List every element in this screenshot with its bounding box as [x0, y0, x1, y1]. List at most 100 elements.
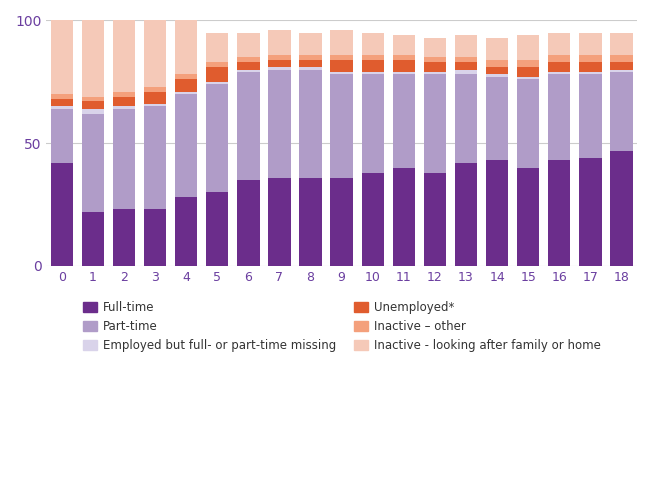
Bar — [517, 77, 539, 79]
Legend: Full-time, Part-time, Employed but full- or part-time missing, Unemployed*, Inac: Full-time, Part-time, Employed but full-… — [78, 296, 605, 357]
Bar — [237, 70, 259, 72]
Bar — [455, 35, 477, 57]
Bar — [237, 62, 259, 70]
Bar — [579, 74, 602, 158]
Bar — [610, 151, 633, 266]
Bar — [331, 74, 353, 178]
Bar — [144, 104, 166, 107]
Bar — [206, 62, 228, 67]
Bar — [144, 87, 166, 92]
Bar — [175, 21, 197, 74]
Bar — [424, 57, 446, 62]
Bar — [268, 67, 290, 70]
Bar — [362, 60, 384, 72]
Bar — [206, 67, 228, 82]
Bar — [331, 72, 353, 74]
Bar — [517, 35, 539, 60]
Bar — [300, 60, 321, 67]
Bar — [455, 70, 477, 74]
Bar — [268, 30, 290, 55]
Bar — [175, 74, 197, 79]
Bar — [455, 163, 477, 266]
Bar — [486, 67, 508, 74]
Bar — [175, 197, 197, 266]
Bar — [362, 33, 384, 55]
Bar — [113, 209, 135, 266]
Bar — [144, 21, 166, 87]
Bar — [113, 21, 135, 92]
Bar — [579, 158, 602, 266]
Bar — [517, 67, 539, 77]
Bar — [517, 60, 539, 67]
Bar — [455, 57, 477, 62]
Bar — [424, 37, 446, 57]
Bar — [579, 55, 602, 62]
Bar — [393, 168, 415, 266]
Bar — [393, 74, 415, 168]
Bar — [517, 79, 539, 168]
Bar — [300, 33, 321, 55]
Bar — [579, 62, 602, 72]
Bar — [424, 173, 446, 266]
Bar — [486, 60, 508, 67]
Bar — [82, 212, 104, 266]
Bar — [300, 178, 321, 266]
Bar — [206, 33, 228, 62]
Bar — [82, 21, 104, 96]
Bar — [51, 21, 73, 94]
Bar — [331, 30, 353, 55]
Bar — [486, 160, 508, 266]
Bar — [144, 107, 166, 209]
Bar — [362, 72, 384, 74]
Bar — [610, 70, 633, 72]
Bar — [331, 60, 353, 72]
Bar — [455, 62, 477, 70]
Bar — [82, 96, 104, 101]
Bar — [486, 37, 508, 60]
Bar — [393, 55, 415, 60]
Bar — [486, 74, 508, 77]
Bar — [393, 72, 415, 74]
Bar — [51, 94, 73, 99]
Bar — [51, 107, 73, 109]
Bar — [610, 62, 633, 70]
Bar — [548, 74, 570, 160]
Bar — [237, 57, 259, 62]
Bar — [610, 72, 633, 151]
Bar — [424, 62, 446, 72]
Bar — [144, 209, 166, 266]
Bar — [268, 178, 290, 266]
Bar — [206, 84, 228, 192]
Bar — [113, 92, 135, 96]
Bar — [548, 160, 570, 266]
Bar — [206, 82, 228, 84]
Bar — [424, 74, 446, 173]
Bar — [362, 74, 384, 173]
Bar — [144, 92, 166, 104]
Bar — [362, 55, 384, 60]
Bar — [300, 70, 321, 178]
Bar — [175, 94, 197, 197]
Bar — [548, 55, 570, 62]
Bar — [393, 60, 415, 72]
Bar — [268, 70, 290, 178]
Bar — [455, 74, 477, 163]
Bar — [175, 79, 197, 92]
Bar — [610, 55, 633, 62]
Bar — [82, 109, 104, 114]
Bar — [51, 109, 73, 163]
Bar — [548, 62, 570, 72]
Bar — [393, 35, 415, 55]
Bar — [82, 114, 104, 212]
Bar — [610, 33, 633, 55]
Bar — [300, 67, 321, 70]
Bar — [113, 96, 135, 107]
Bar — [517, 168, 539, 266]
Bar — [51, 163, 73, 266]
Bar — [579, 33, 602, 55]
Bar — [548, 33, 570, 55]
Bar — [51, 99, 73, 107]
Bar — [237, 180, 259, 266]
Bar — [548, 72, 570, 74]
Bar — [237, 33, 259, 57]
